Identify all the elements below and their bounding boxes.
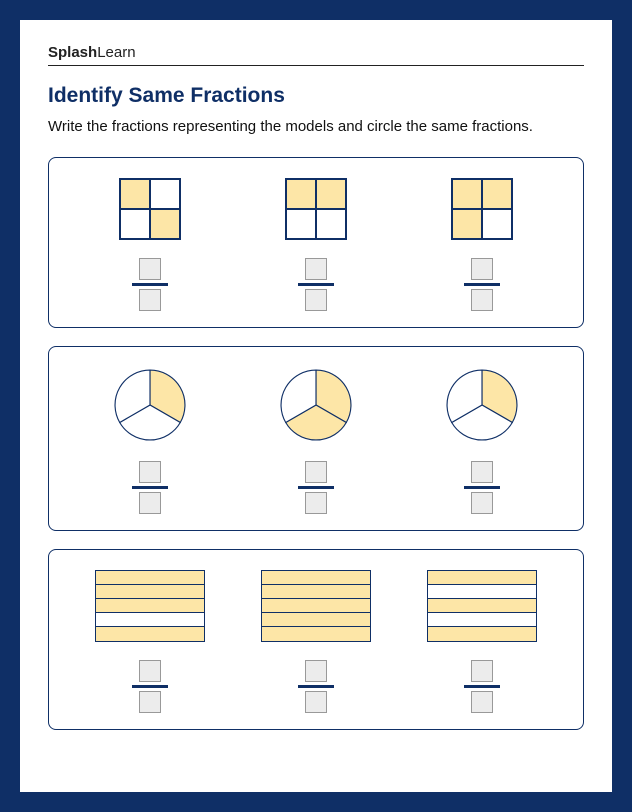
denominator-box[interactable] bbox=[139, 289, 161, 311]
grid-cell bbox=[482, 179, 512, 209]
fraction-bar bbox=[298, 685, 334, 688]
denominator-box[interactable] bbox=[471, 691, 493, 713]
pie-model bbox=[444, 367, 520, 443]
grid-cell bbox=[150, 209, 180, 239]
bar-row bbox=[262, 571, 370, 585]
grid-cell bbox=[286, 179, 316, 209]
numerator-box[interactable] bbox=[471, 660, 493, 682]
fraction-input[interactable] bbox=[132, 660, 168, 713]
denominator-box[interactable] bbox=[471, 492, 493, 514]
bar-row bbox=[96, 571, 204, 585]
fraction-bar bbox=[298, 283, 334, 286]
bar-row bbox=[428, 627, 536, 641]
denominator-box[interactable] bbox=[305, 289, 327, 311]
model-column bbox=[278, 367, 354, 514]
fraction-bar bbox=[132, 685, 168, 688]
bar-row bbox=[96, 599, 204, 613]
brand-logo: SplashLearn bbox=[48, 44, 584, 66]
bar-row bbox=[96, 627, 204, 641]
grid-model bbox=[119, 178, 181, 240]
model-column bbox=[444, 367, 520, 514]
grid-cell bbox=[120, 209, 150, 239]
bar-row bbox=[262, 585, 370, 599]
denominator-box[interactable] bbox=[471, 289, 493, 311]
bar-model bbox=[261, 570, 371, 642]
fraction-input[interactable] bbox=[298, 258, 334, 311]
worksheet-page: SplashLearn Identify Same Fractions Writ… bbox=[20, 20, 612, 792]
grid-cell bbox=[482, 209, 512, 239]
problem-panel-1 bbox=[48, 157, 584, 328]
numerator-box[interactable] bbox=[471, 461, 493, 483]
instruction-text: Write the fractions representing the mod… bbox=[48, 118, 584, 135]
bar-row bbox=[428, 585, 536, 599]
bar-row bbox=[262, 627, 370, 641]
numerator-box[interactable] bbox=[305, 660, 327, 682]
fraction-bar bbox=[464, 685, 500, 688]
denominator-box[interactable] bbox=[305, 691, 327, 713]
problem-panel-3 bbox=[48, 549, 584, 730]
brand-light: Learn bbox=[97, 44, 135, 61]
grid-model bbox=[451, 178, 513, 240]
fraction-bar bbox=[464, 283, 500, 286]
model-column bbox=[95, 570, 205, 713]
bar-row bbox=[96, 585, 204, 599]
fraction-input[interactable] bbox=[298, 461, 334, 514]
numerator-box[interactable] bbox=[305, 258, 327, 280]
bar-row bbox=[262, 599, 370, 613]
fraction-input[interactable] bbox=[464, 660, 500, 713]
grid-model bbox=[285, 178, 347, 240]
numerator-box[interactable] bbox=[139, 461, 161, 483]
model-column bbox=[112, 367, 188, 514]
numerator-box[interactable] bbox=[471, 258, 493, 280]
numerator-box[interactable] bbox=[305, 461, 327, 483]
denominator-box[interactable] bbox=[305, 492, 327, 514]
fraction-input[interactable] bbox=[298, 660, 334, 713]
bar-row bbox=[428, 571, 536, 585]
grid-cell bbox=[452, 179, 482, 209]
bar-model bbox=[427, 570, 537, 642]
bar-model bbox=[95, 570, 205, 642]
grid-cell bbox=[120, 179, 150, 209]
bar-row bbox=[428, 613, 536, 627]
bar-row bbox=[96, 613, 204, 627]
grid-cell bbox=[316, 209, 346, 239]
grid-cell bbox=[452, 209, 482, 239]
bar-row bbox=[262, 613, 370, 627]
pie-model bbox=[112, 367, 188, 443]
model-column bbox=[427, 570, 537, 713]
fraction-input[interactable] bbox=[464, 461, 500, 514]
fraction-input[interactable] bbox=[132, 258, 168, 311]
numerator-box[interactable] bbox=[139, 660, 161, 682]
grid-cell bbox=[150, 179, 180, 209]
grid-cell bbox=[286, 209, 316, 239]
fraction-bar bbox=[132, 486, 168, 489]
denominator-box[interactable] bbox=[139, 492, 161, 514]
brand-bold: Splash bbox=[48, 44, 97, 61]
denominator-box[interactable] bbox=[139, 691, 161, 713]
fraction-bar bbox=[464, 486, 500, 489]
numerator-box[interactable] bbox=[139, 258, 161, 280]
pie-model bbox=[278, 367, 354, 443]
model-column bbox=[119, 178, 181, 311]
fraction-bar bbox=[132, 283, 168, 286]
model-column bbox=[261, 570, 371, 713]
fraction-input[interactable] bbox=[464, 258, 500, 311]
problem-panel-2 bbox=[48, 346, 584, 531]
fraction-bar bbox=[298, 486, 334, 489]
page-title: Identify Same Fractions bbox=[48, 84, 584, 108]
bar-row bbox=[428, 599, 536, 613]
grid-cell bbox=[316, 179, 346, 209]
model-column bbox=[285, 178, 347, 311]
model-column bbox=[451, 178, 513, 311]
fraction-input[interactable] bbox=[132, 461, 168, 514]
